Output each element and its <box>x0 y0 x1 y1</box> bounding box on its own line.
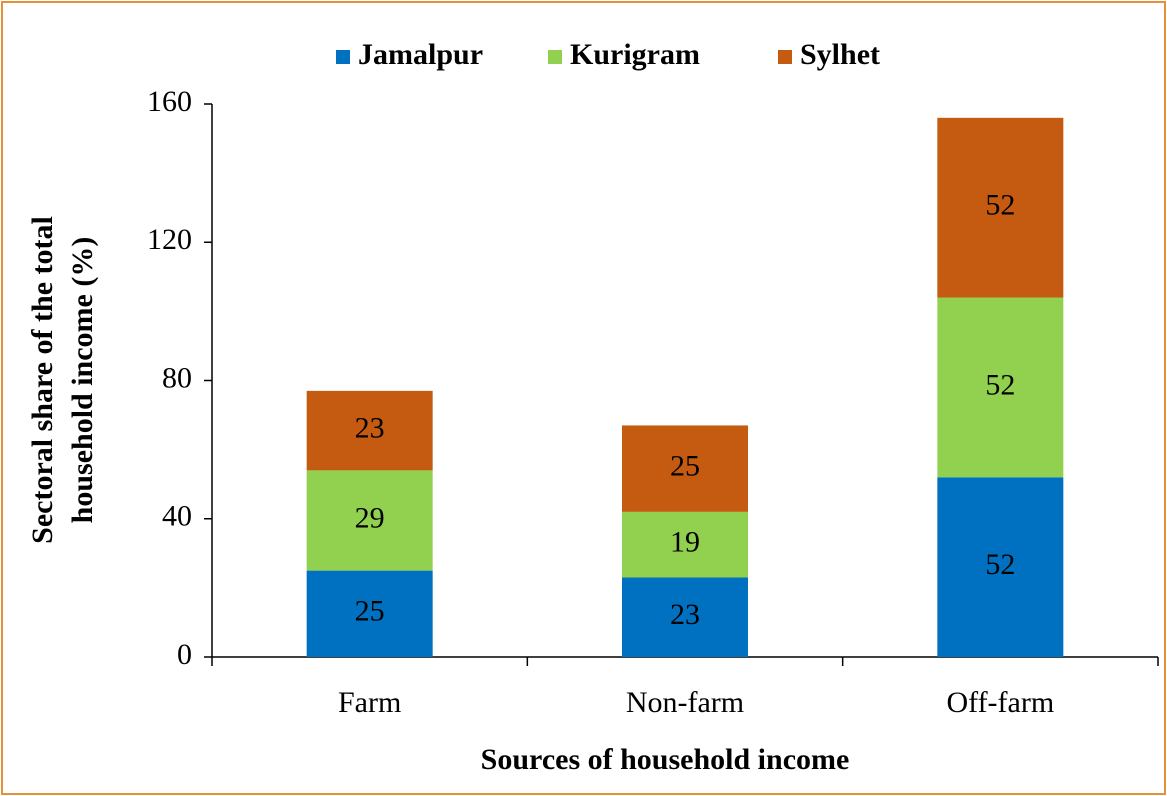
data-label: 23 <box>670 598 700 631</box>
y-tick-label: 40 <box>162 500 192 533</box>
legend-swatch <box>778 50 792 64</box>
y-tick-label: 120 <box>147 223 192 256</box>
y-tick-label: 80 <box>162 361 192 394</box>
y-axis-label: Sectoral share of the total household in… <box>26 216 99 544</box>
legend-label: Jamalpur <box>358 38 483 71</box>
data-label: 52 <box>985 189 1015 222</box>
data-label: 29 <box>355 501 385 534</box>
data-label: 25 <box>355 595 385 628</box>
bar-segment <box>622 577 748 657</box>
bar-segment <box>937 477 1064 657</box>
bar-segment <box>937 117 1064 298</box>
y-tick-label: 160 <box>147 85 192 118</box>
x-tick-label: Off-farm <box>946 686 1054 719</box>
bar-segment <box>306 390 433 471</box>
legend-label: Sylhet <box>800 38 880 71</box>
legend-label: Kurigram <box>570 38 700 71</box>
y-tick-label: 0 <box>177 638 192 671</box>
x-tick-label: Farm <box>338 686 401 719</box>
data-label: 23 <box>355 412 385 445</box>
data-label: 19 <box>670 526 700 559</box>
legend-swatch <box>548 50 562 64</box>
x-axis-label: Sources of household income <box>481 743 850 776</box>
data-label: 52 <box>985 548 1015 581</box>
y-axis-label-line: Sectoral share of the total <box>26 216 59 544</box>
x-tick-label: Non-farm <box>626 686 744 719</box>
y-axis-label-line: household income (%) <box>66 237 99 524</box>
bar-segment <box>306 470 433 571</box>
legend-swatch <box>336 50 350 64</box>
bar-segment <box>622 425 748 512</box>
bar-segment <box>306 570 433 657</box>
data-label: 25 <box>670 450 700 483</box>
data-label: 52 <box>985 368 1015 401</box>
bar-segment <box>622 511 748 578</box>
bar-segment <box>937 297 1064 478</box>
